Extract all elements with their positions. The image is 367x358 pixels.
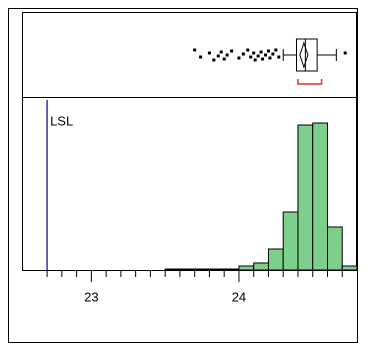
- outlier: [222, 57, 226, 61]
- box: [295, 38, 318, 72]
- outlier: [256, 54, 260, 58]
- bar: [282, 211, 299, 271]
- outlier: [259, 50, 263, 54]
- outlier: [199, 55, 203, 59]
- bar: [194, 268, 210, 271]
- outlier: [237, 56, 241, 60]
- outlier: [246, 48, 250, 52]
- outlier: [252, 51, 256, 55]
- bar: [208, 268, 225, 271]
- bar: [341, 265, 358, 271]
- outlier: [264, 53, 268, 57]
- bar: [267, 248, 284, 271]
- bar: [326, 226, 343, 271]
- outlier: [266, 49, 270, 53]
- bar: [164, 268, 181, 271]
- bar: [238, 265, 255, 271]
- outlier: [207, 51, 211, 55]
- outlier: [253, 58, 257, 62]
- outlier: [193, 48, 197, 52]
- outlier: [271, 52, 275, 56]
- outlier: [261, 57, 265, 61]
- bar: [179, 268, 196, 271]
- x-tick-label: 23: [84, 289, 98, 304]
- outlier: [225, 53, 229, 57]
- shortest-half: [297, 79, 323, 85]
- bar: [312, 122, 328, 271]
- outlier: [219, 50, 223, 54]
- outlier: [212, 58, 216, 62]
- outlier: [249, 55, 253, 59]
- spec-limit-label: LSL: [50, 113, 73, 128]
- outlier: [230, 49, 234, 53]
- bar: [253, 262, 269, 271]
- outlier: [241, 52, 245, 56]
- bar: [223, 268, 240, 271]
- outlier: [277, 55, 281, 59]
- outlier: [268, 56, 272, 60]
- x-tick-label: 24: [232, 289, 246, 304]
- outlier: [343, 51, 347, 55]
- outlier: [216, 54, 220, 58]
- outlier: [274, 48, 278, 52]
- frame: [8, 8, 358, 343]
- mean-diamond: [299, 41, 309, 69]
- bar: [297, 124, 314, 271]
